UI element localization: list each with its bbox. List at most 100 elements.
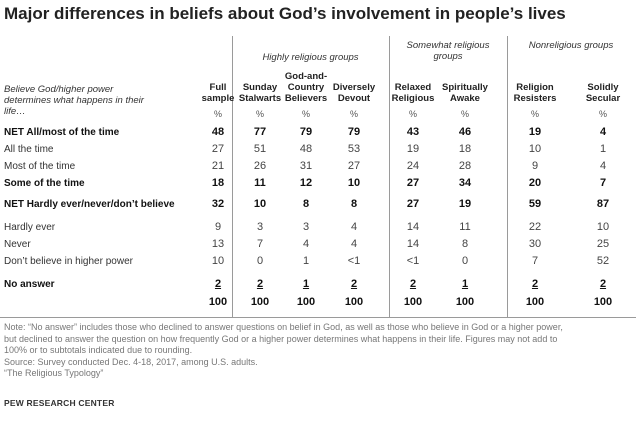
group-label-highly-religious: Highly religious groups bbox=[262, 52, 359, 63]
table-cell: 30 bbox=[528, 238, 542, 250]
table-cell: 59 bbox=[528, 198, 542, 210]
table-cell: 9 bbox=[214, 221, 222, 233]
group-separator bbox=[507, 36, 508, 317]
row-label: Never bbox=[4, 239, 31, 250]
table-cell: 0 bbox=[256, 255, 264, 267]
table-cell: 1 bbox=[599, 143, 607, 155]
table-cell: 11 bbox=[459, 221, 471, 233]
total-cell: 100 bbox=[525, 296, 545, 308]
table-cell: 27 bbox=[406, 198, 420, 210]
table-cell: 10 bbox=[347, 177, 361, 189]
table-cell: 24 bbox=[406, 160, 420, 172]
table-cell: 22 bbox=[528, 221, 542, 233]
total-cell: 100 bbox=[403, 296, 423, 308]
table-cell: <1 bbox=[406, 255, 420, 267]
table-cell: 19 bbox=[528, 126, 542, 138]
table-row: Hardly ever 9 3 3 4 14 11 22 10 bbox=[4, 219, 632, 236]
table-row: NET All/most of the time 48 77 79 79 43 46 19 4 bbox=[4, 124, 632, 141]
table-cell: 7 bbox=[256, 238, 264, 250]
table-cell: 2 bbox=[350, 278, 358, 290]
percent-symbol: % bbox=[530, 109, 539, 119]
group-label-somewhat-religious: Somewhat religious groups bbox=[406, 40, 490, 62]
table-cell: 7 bbox=[531, 255, 539, 267]
column-header: Diversely Devout bbox=[332, 82, 376, 104]
table-cell: 14 bbox=[406, 238, 420, 250]
percent-symbol: % bbox=[408, 109, 417, 119]
table-cell: 21 bbox=[211, 160, 225, 172]
page-title: Major differences in beliefs about God’s… bbox=[4, 4, 566, 23]
table-cell: 2 bbox=[256, 278, 264, 290]
column-header: Spiritually Awake bbox=[442, 82, 488, 104]
table-cell: 19 bbox=[458, 198, 472, 210]
row-label: NET Hardly ever/never/don’t believe bbox=[4, 199, 175, 210]
table-cell: 77 bbox=[253, 126, 267, 138]
percent-symbol: % bbox=[301, 109, 310, 119]
table-cell: 14 bbox=[406, 221, 420, 233]
row-label: No answer bbox=[4, 279, 55, 290]
table-cell: 20 bbox=[528, 177, 542, 189]
table-cell: 28 bbox=[458, 160, 472, 172]
table-cell: 27 bbox=[347, 160, 361, 172]
total-cell: 100 bbox=[296, 296, 316, 308]
column-header: Sunday Stalwarts bbox=[238, 82, 282, 104]
bottom-rule bbox=[0, 317, 636, 318]
table-cell: 25 bbox=[596, 238, 610, 250]
table-cell: 7 bbox=[599, 177, 607, 189]
table-cell: 43 bbox=[406, 126, 420, 138]
table-cell: 3 bbox=[256, 221, 264, 233]
row-label: NET All/most of the time bbox=[4, 127, 120, 138]
table-cell: 8 bbox=[350, 198, 358, 210]
table-cell: 79 bbox=[299, 126, 313, 138]
table-cell: 10 bbox=[596, 221, 610, 233]
table-cell: 87 bbox=[596, 198, 610, 210]
table-cell: 53 bbox=[347, 143, 361, 155]
table-cell: 51 bbox=[253, 143, 267, 155]
note-line: but declined to answer the question on h… bbox=[4, 333, 558, 344]
table-cell: 4 bbox=[350, 221, 358, 233]
table-cell: 4 bbox=[302, 238, 310, 250]
table-cell: 2 bbox=[531, 278, 539, 290]
table-row: NET Hardly ever/never/don’t believe 32 10 8… bbox=[4, 196, 632, 213]
row-label: All the time bbox=[4, 144, 54, 155]
table-cell: 52 bbox=[596, 255, 610, 267]
table-row: Don’t believe in higher power 10 0 1 <1 <1 0 7 5… bbox=[4, 253, 632, 270]
table-cell: 4 bbox=[599, 126, 607, 138]
row-label: Hardly ever bbox=[4, 222, 56, 233]
row-header: Believe God/higher power determines what… bbox=[4, 84, 144, 117]
group-separator bbox=[232, 36, 233, 317]
column-header: God-and-Country Believers bbox=[284, 71, 328, 104]
row-label: Don’t believe in higher power bbox=[4, 256, 133, 267]
note-line: 100% or to subtotals indicated due to ro… bbox=[4, 345, 193, 355]
table-cell: 1 bbox=[302, 255, 310, 267]
total-cell: 100 bbox=[344, 296, 364, 308]
table-cell: 10 bbox=[528, 143, 542, 155]
totals-row: 100 100 100 100 100 100 100 100 bbox=[4, 294, 632, 311]
total-cell: 100 bbox=[593, 296, 613, 308]
note-line: Note: “No answer” includes those who dec… bbox=[4, 322, 563, 332]
table-cell: 46 bbox=[458, 126, 472, 138]
total-cell: 100 bbox=[250, 296, 270, 308]
table-cell: 1 bbox=[302, 278, 310, 290]
total-cell: 100 bbox=[455, 296, 475, 308]
percent-symbol: % bbox=[460, 109, 469, 119]
total-cell: 100 bbox=[208, 296, 228, 308]
column-header: Religion Resisters bbox=[513, 82, 557, 104]
notes: Note: “No answer” includes those who dec… bbox=[4, 322, 634, 380]
table-cell: 3 bbox=[302, 221, 310, 233]
table-cell: 4 bbox=[599, 160, 607, 172]
table-cell: 2 bbox=[214, 278, 222, 290]
percent-symbol: % bbox=[598, 109, 607, 119]
percent-symbol: % bbox=[255, 109, 264, 119]
table-cell: 18 bbox=[458, 143, 472, 155]
percent-symbol: % bbox=[349, 109, 358, 119]
table-cell: 4 bbox=[350, 238, 358, 250]
table-cell: 32 bbox=[211, 198, 225, 210]
row-label: Some of the time bbox=[4, 178, 85, 189]
table-cell: <1 bbox=[347, 255, 361, 267]
table-row: Most of the time 21 26 31 27 24 28 9 4 bbox=[4, 158, 632, 175]
column-header: Solidly Secular bbox=[585, 82, 621, 104]
source-line: Source: Survey conducted Dec. 4-18, 2017… bbox=[4, 356, 258, 367]
report-name: “The Religious Typology” bbox=[4, 368, 104, 378]
table-cell: 27 bbox=[211, 143, 225, 155]
table-cell: 19 bbox=[406, 143, 420, 155]
